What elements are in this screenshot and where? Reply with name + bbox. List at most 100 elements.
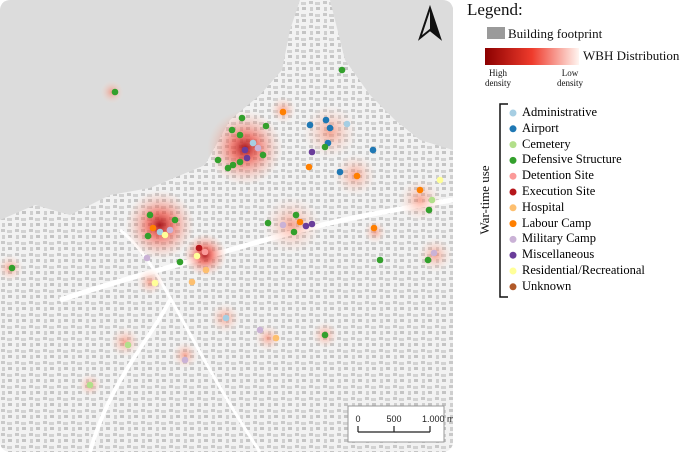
site-point xyxy=(290,228,298,236)
category-swatch xyxy=(509,141,517,149)
site-point xyxy=(201,248,209,256)
site-point xyxy=(326,124,334,132)
site-point xyxy=(424,256,432,264)
category-label: Labour Camp xyxy=(522,215,592,230)
scale-bar: 0 500 1.000 m xyxy=(355,414,455,432)
density-blob xyxy=(136,268,164,296)
sea xyxy=(0,0,300,220)
footprint-swatch xyxy=(487,27,505,39)
site-point xyxy=(416,186,424,194)
density-blob xyxy=(171,341,199,369)
site-point xyxy=(241,146,249,154)
road xyxy=(88,299,172,452)
category-swatch xyxy=(509,235,517,243)
category-label: Residential/Recreational xyxy=(522,263,645,277)
site-point xyxy=(149,224,157,232)
site-point xyxy=(8,264,16,272)
site-point xyxy=(146,211,154,219)
category-label: Airport xyxy=(522,120,559,135)
wbh-gradient xyxy=(485,48,579,65)
category-label: Military Camp xyxy=(522,231,596,246)
density-blob xyxy=(363,220,387,244)
site-point xyxy=(436,176,444,184)
category-swatches xyxy=(509,109,517,291)
site-point xyxy=(305,163,313,171)
category-label: Detention Site xyxy=(522,168,594,183)
scale-label: 1.000 m xyxy=(422,414,455,424)
density-blob xyxy=(262,195,322,255)
site-point xyxy=(262,122,270,130)
points xyxy=(8,66,444,389)
category-label: Hospital xyxy=(522,199,565,214)
site-point xyxy=(124,341,132,349)
category-swatch xyxy=(509,172,517,180)
site-point xyxy=(322,116,330,124)
site-point xyxy=(176,258,184,266)
density-blob xyxy=(302,104,358,160)
category-swatch xyxy=(509,125,517,133)
site-point xyxy=(292,211,300,219)
category-swatch xyxy=(509,251,517,259)
site-point xyxy=(161,231,169,239)
site-point xyxy=(302,222,310,230)
site-point xyxy=(181,356,189,364)
site-point xyxy=(195,244,203,252)
site-point xyxy=(243,154,251,162)
site-point xyxy=(321,331,329,339)
site-point xyxy=(425,206,433,214)
site-point xyxy=(111,88,119,96)
site-point xyxy=(193,252,201,260)
site-point xyxy=(321,143,329,151)
density-blob xyxy=(125,190,195,260)
map-area: 0 500 1.000 m xyxy=(0,0,455,452)
category-swatch xyxy=(509,267,517,275)
north-arrow xyxy=(417,4,443,41)
site-point xyxy=(86,381,94,389)
site-point xyxy=(188,278,196,286)
category-swatch xyxy=(509,156,517,164)
site-point xyxy=(279,221,287,229)
site-point xyxy=(214,156,222,164)
site-point xyxy=(370,224,378,232)
site-point xyxy=(171,216,179,224)
category-swatch xyxy=(509,204,517,212)
category-swatch xyxy=(509,283,517,291)
road xyxy=(59,197,453,303)
site-point xyxy=(353,172,361,180)
sea xyxy=(330,0,453,150)
density-blob xyxy=(109,326,141,358)
site-point xyxy=(308,220,316,228)
wbh-label: WBH Distribution xyxy=(583,48,680,63)
site-point xyxy=(256,326,264,334)
site-point xyxy=(336,168,344,176)
site-point xyxy=(259,151,267,159)
site-point xyxy=(279,108,287,116)
site-point xyxy=(338,66,346,74)
footprint-label: Building footprint xyxy=(508,26,603,41)
site-point xyxy=(222,314,230,322)
density-blob xyxy=(398,178,442,222)
site-point xyxy=(249,139,257,147)
site-point xyxy=(151,279,159,287)
site-point xyxy=(428,196,436,204)
site-point xyxy=(143,254,151,262)
site-point xyxy=(236,131,244,139)
category-swatch xyxy=(509,109,517,117)
category-label: Cemetery xyxy=(522,136,571,151)
site-point xyxy=(156,228,164,236)
site-point xyxy=(144,232,152,240)
site-point xyxy=(296,218,304,226)
high-density-label: High density xyxy=(485,68,511,88)
category-label: Execution Site xyxy=(522,184,596,198)
site-point xyxy=(306,121,314,129)
site-point xyxy=(308,148,316,156)
site-point xyxy=(343,120,351,128)
category-swatch xyxy=(509,188,517,196)
site-point xyxy=(224,164,232,172)
site-point xyxy=(238,114,246,122)
category-label: Administrative xyxy=(522,105,597,119)
site-point xyxy=(430,249,438,257)
heat-layer xyxy=(0,80,453,397)
